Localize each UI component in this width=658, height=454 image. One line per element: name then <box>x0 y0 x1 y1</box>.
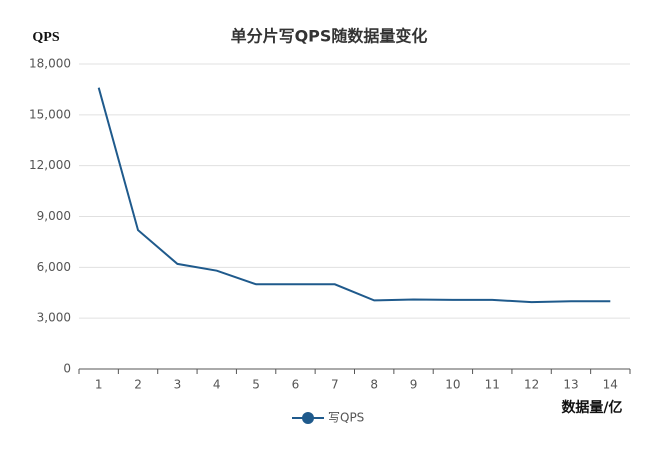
x-tick-label: 7 <box>331 378 339 392</box>
y-tick-label: 18,000 <box>29 57 71 71</box>
legend-marker <box>302 412 314 424</box>
x-tick-label: 12 <box>524 378 539 392</box>
chart-title: 单分片写QPS随数据量变化 <box>231 27 428 46</box>
x-tick-label: 13 <box>563 378 578 392</box>
x-tick-label: 14 <box>603 378 618 392</box>
y-tick-label: 9,000 <box>37 209 71 223</box>
x-axis-label: 数据量/亿 <box>561 399 622 416</box>
y-tick-label: 12,000 <box>29 158 71 172</box>
y-axis-label: QPS <box>32 30 59 45</box>
legend-label: 写QPS <box>328 411 364 425</box>
x-tick-label: 9 <box>410 378 418 392</box>
x-tick-label: 1 <box>95 378 103 392</box>
y-tick-label: 3,000 <box>37 311 71 325</box>
x-tick-label: 2 <box>134 378 142 392</box>
x-tick-label: 11 <box>485 378 500 392</box>
x-tick-label: 4 <box>213 378 221 392</box>
series-line <box>97 87 611 304</box>
x-tick-label: 5 <box>252 378 260 392</box>
x-tick-label: 8 <box>370 378 378 392</box>
x-tick-label: 6 <box>292 378 300 392</box>
x-tick-label: 3 <box>174 378 182 392</box>
x-tick-label: 10 <box>445 378 460 392</box>
y-tick-label: 0 <box>63 362 71 376</box>
y-tick-label: 6,000 <box>37 260 71 274</box>
y-tick-label: 15,000 <box>29 107 71 121</box>
